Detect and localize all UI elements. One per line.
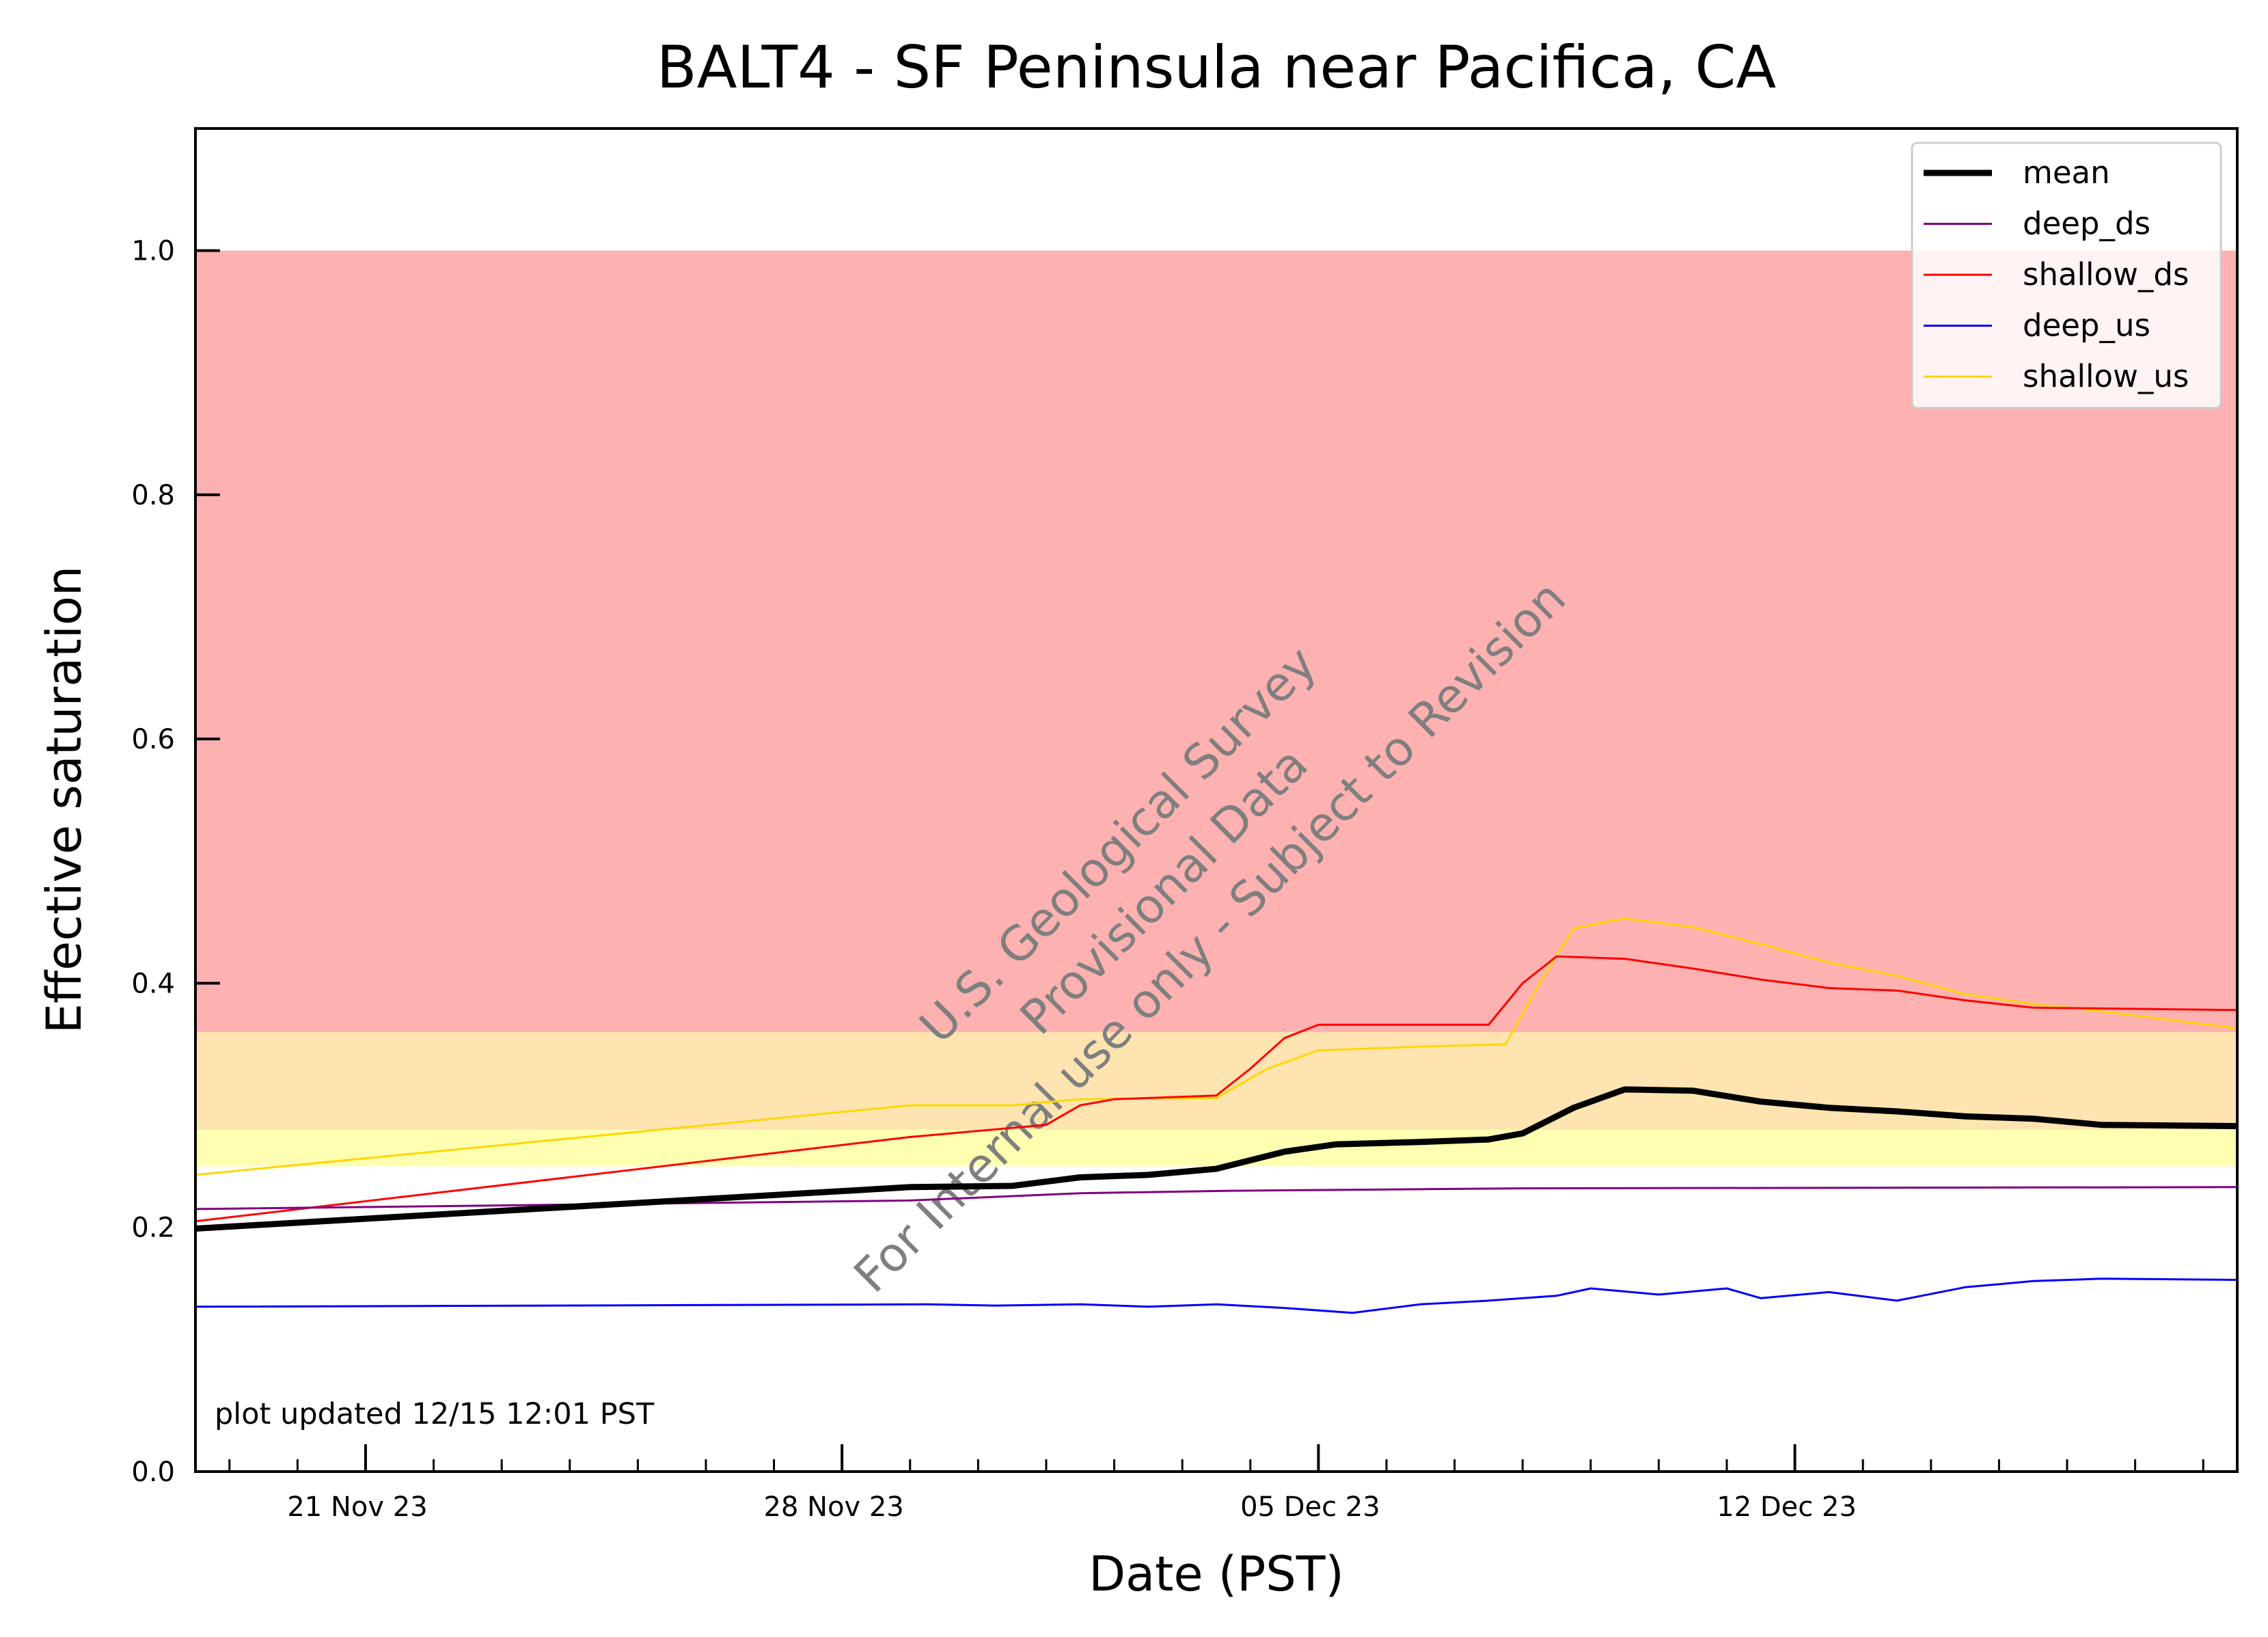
- series-deep-ds-line: [195, 1186, 2237, 1210]
- x-tick-label: 21 Nov 23: [287, 1491, 427, 1523]
- band-0: [195, 1129, 2237, 1167]
- series-shallow-ds-line: [195, 955, 2237, 1223]
- y-tick-label: 0.0: [131, 1457, 175, 1488]
- plot-updated-note: plot updated 12/15 12:01 PST: [215, 1397, 655, 1431]
- y-tick-label: 0.6: [131, 724, 175, 755]
- legend-label-shallow-ds: shallow_ds: [2023, 256, 2189, 293]
- legend-label-mean: mean: [2023, 154, 2110, 191]
- legend-box: [1911, 141, 2222, 409]
- y-tick-label: 0.4: [131, 968, 175, 999]
- axis-ticks: 0.0 0.2 0.4 0.6 0.8 1.0 21 Nov 23 28 Nov 23 05 D…: [131, 236, 2204, 1523]
- legend-label-shallow-us: shallow_us: [2023, 358, 2189, 394]
- x-tick-label: 05 Dec 23: [1240, 1491, 1380, 1523]
- x-tick-label: 28 Nov 23: [764, 1491, 904, 1523]
- y-tick-label: 0.8: [131, 480, 175, 511]
- y-tick-label: 0.2: [131, 1213, 175, 1244]
- series-mean-line: [195, 1086, 2237, 1232]
- series-lines: [195, 917, 2237, 1314]
- x-tick-label: 12 Dec 23: [1717, 1491, 1857, 1523]
- series-deep-us-line: [195, 1277, 2237, 1314]
- legend-label-deep-us: deep_us: [2023, 308, 2150, 344]
- chart-title: BALT4 - SF Peninsula near Pacifica, CA: [657, 33, 1777, 102]
- y-tick-label: 1.0: [131, 236, 175, 267]
- x-axis-label: Date (PST): [1089, 1546, 1344, 1602]
- y-axis-label: Effective saturation: [36, 566, 92, 1034]
- legend: mean deep_ds shallow_ds deep_us shallow_us: [1911, 141, 2222, 409]
- saturation-bands: [195, 250, 2237, 1167]
- band-2: [195, 250, 2237, 1032]
- plot-frame: [194, 127, 2239, 1473]
- legend-label-deep-ds: deep_ds: [2023, 206, 2150, 242]
